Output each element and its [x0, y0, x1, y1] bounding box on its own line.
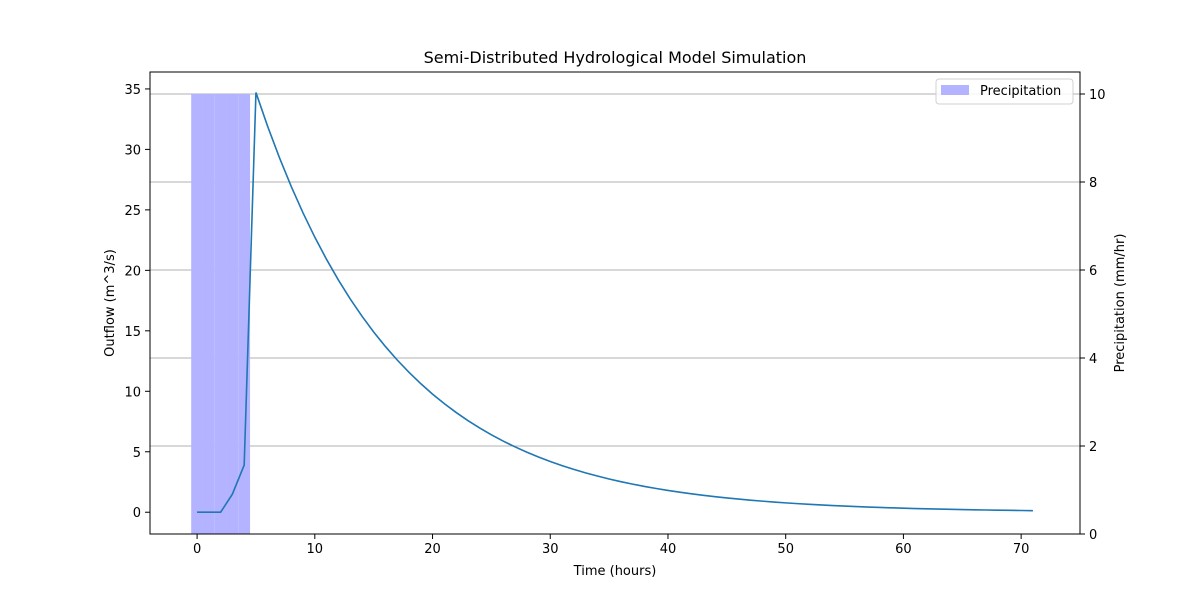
y-left-tick-label: 0 [133, 506, 141, 521]
y-right-tick-label: 6 [1089, 264, 1097, 279]
y-right-tick-label: 0 [1089, 528, 1097, 543]
y-right-tick-label: 10 [1089, 88, 1106, 103]
y-right-tick-label: 8 [1089, 176, 1097, 191]
precipitation-bar [214, 94, 227, 534]
precipitation-bar [202, 94, 215, 534]
chart-title: Semi-Distributed Hydrological Model Simu… [424, 48, 807, 67]
y-right-axis-ticks: 0 2 4 6 8 10 [1080, 88, 1106, 543]
grid-lines [150, 93, 1080, 535]
x-tick-label: 60 [895, 542, 912, 557]
y-left-axis-ticks: 0 5 10 15 20 25 30 35 [124, 83, 150, 521]
y-left-tick-label: 10 [124, 385, 141, 400]
x-tick-label: 0 [193, 542, 201, 557]
y-right-tick-label: 4 [1089, 352, 1097, 367]
y-left-tick-label: 25 [124, 204, 141, 219]
y-left-axis-label: Outflow (m^3/s) [103, 249, 118, 357]
outflow-line [197, 92, 1033, 514]
y-left-tick-label: 20 [124, 264, 141, 279]
x-tick-label: 70 [1013, 542, 1030, 557]
plot-frame [149, 71, 1081, 535]
outflow-line-path [197, 92, 1033, 514]
legend: Precipitation [935, 78, 1074, 105]
y-right-axis-label: Precipitation (mm/hr) [1113, 234, 1128, 373]
precipitation-bars [191, 94, 251, 534]
x-tick-label: 10 [307, 542, 324, 557]
y-left-tick-label: 30 [124, 143, 141, 158]
y-left-tick-label: 15 [124, 325, 141, 340]
precipitation-bar [226, 94, 239, 534]
x-tick-label: 40 [660, 542, 677, 557]
x-tick-label: 50 [777, 542, 794, 557]
legend-box [935, 78, 1074, 105]
y-left-tick-label: 35 [124, 83, 141, 98]
y-left-tick-label: 5 [133, 446, 141, 461]
x-axis-label: Time (hours) [573, 564, 657, 579]
y-right-tick-label: 2 [1089, 440, 1097, 455]
legend-label-precipitation: Precipitation [980, 84, 1061, 99]
precipitation-bar [191, 94, 203, 534]
x-tick-label: 20 [424, 542, 441, 557]
precipitation-bar [238, 94, 251, 534]
x-axis-ticks: 0 10 20 30 40 50 60 70 [193, 534, 1029, 557]
legend-swatch-precipitation [941, 85, 969, 95]
x-tick-label: 30 [542, 542, 559, 557]
